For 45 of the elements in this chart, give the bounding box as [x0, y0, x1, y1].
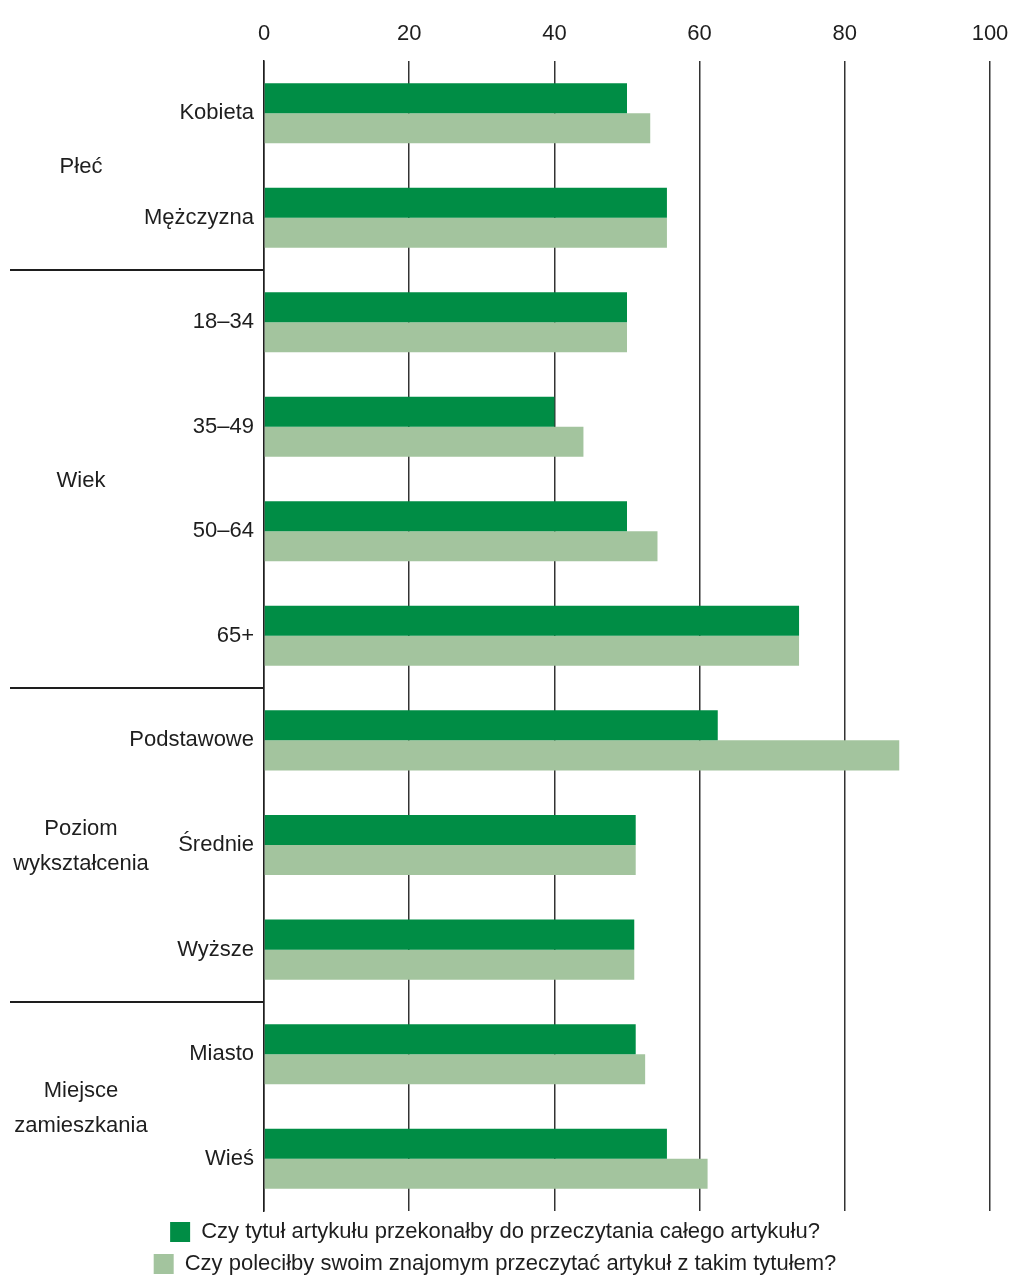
bar	[264, 1024, 636, 1055]
y-tick-label: Wyższe	[177, 935, 254, 961]
bar	[264, 396, 555, 427]
bar	[264, 845, 636, 876]
y-axis-title: Miejsce zamieszkania	[13, 1075, 149, 1139]
bar	[264, 605, 800, 636]
x-tick-label: 80	[832, 19, 858, 45]
y-axis-title: Płeć	[59, 152, 103, 180]
y-tick-label: 50–64	[192, 517, 254, 543]
y-tick-label: Kobieta	[179, 99, 255, 125]
x-tick-label: 0	[257, 19, 271, 45]
bar	[264, 187, 667, 218]
legend-label: Czy tytuł artykułu przekonałby do przeczytania całego artykułu?	[201, 1218, 820, 1244]
bar	[264, 949, 635, 980]
bar	[264, 710, 718, 741]
bar	[264, 1158, 708, 1189]
bar	[264, 635, 800, 666]
x-tick-label: 60	[687, 19, 712, 45]
y-axis-title: Poziom wykształcenia	[12, 814, 150, 877]
bar	[264, 292, 627, 323]
bar	[264, 113, 651, 144]
y-tick-label: 65+	[216, 621, 254, 647]
y-tick-label: Podstawowe	[129, 726, 254, 752]
bar	[264, 1128, 667, 1159]
bar	[264, 814, 636, 845]
x-tick-label: 40	[542, 19, 567, 45]
bar	[264, 83, 627, 114]
y-tick-label: Średnie	[178, 831, 254, 857]
bar	[264, 501, 627, 532]
x-tick-label: 20	[396, 19, 422, 45]
bar	[264, 426, 584, 457]
y-tick-label: 35–49	[192, 412, 254, 438]
bar	[264, 217, 667, 248]
bar	[264, 531, 658, 562]
y-axis-title: Wiek	[56, 465, 106, 494]
y-tick-label: Miasto	[189, 1040, 254, 1066]
y-tick-label: 18–34	[192, 308, 254, 334]
bar	[264, 1054, 646, 1085]
y-tick-label: Mężczyzna	[143, 203, 255, 229]
bar	[264, 919, 635, 950]
y-tick-label: Wieś	[205, 1144, 254, 1170]
bar	[264, 322, 627, 353]
legend-label: Czy poleciłby swoim znajomym przeczytać artykuł z takim tytułem?	[184, 1250, 837, 1276]
bar	[264, 740, 900, 771]
x-tick-label: 100	[971, 19, 1009, 45]
